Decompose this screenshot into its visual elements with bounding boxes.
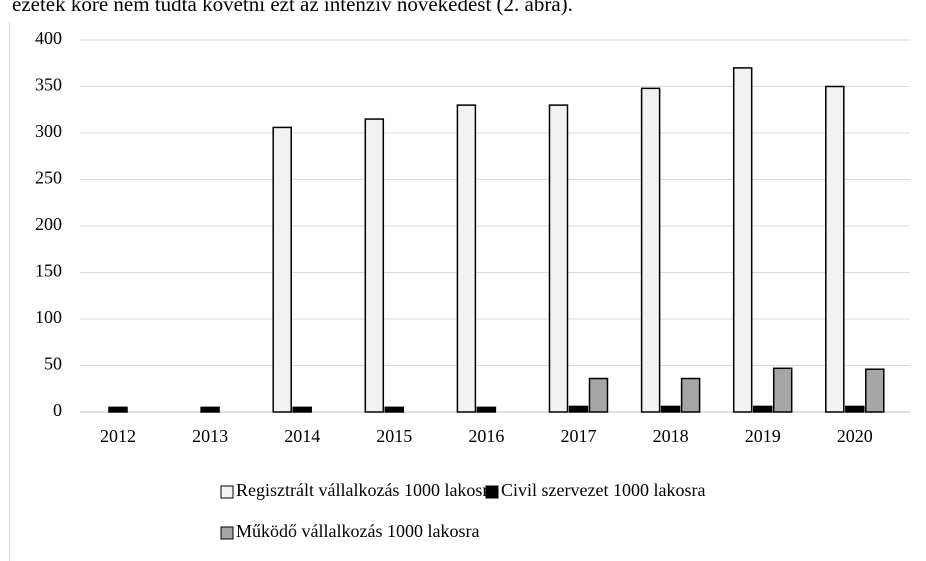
x-tick-label: 2019 (745, 426, 781, 446)
bar (548, 104, 569, 413)
legend-label: Működő vállalkozás 1000 lakosra (236, 521, 479, 541)
bar (660, 405, 681, 413)
bar (364, 118, 385, 413)
y-tick-label: 250 (35, 168, 62, 188)
x-tick-label: 2013 (192, 426, 228, 446)
y-tick-label: 0 (53, 400, 62, 420)
y-tick-label: 100 (35, 307, 62, 327)
y-tick-label: 350 (35, 75, 62, 95)
x-tick-label: 2014 (284, 426, 320, 446)
bar (680, 377, 701, 413)
x-tick-label: 2018 (653, 426, 689, 446)
bar (200, 406, 220, 413)
text-above: ezetek köre nem tudta követni ezt az int… (12, 0, 573, 16)
bar (640, 87, 661, 413)
bar (108, 406, 128, 413)
x-tick-label: 2015 (376, 426, 412, 446)
legend-label: Regisztrált vállalkozás 1000 lakosra (236, 480, 496, 500)
y-tick-label: 200 (35, 214, 62, 234)
bar (384, 406, 405, 413)
x-tick-label: 2016 (468, 426, 504, 446)
y-tick-label: 300 (35, 121, 62, 141)
bar (476, 406, 497, 413)
bar (568, 405, 589, 413)
x-tick-label: 2017 (561, 426, 597, 446)
bar (588, 377, 609, 413)
y-tick-label: 400 (35, 28, 62, 48)
legend-label: Civil szervezet 1000 lakosra (501, 480, 705, 500)
y-tick-label: 150 (35, 261, 62, 281)
bar (456, 104, 477, 413)
bar (272, 126, 292, 413)
bar (752, 405, 773, 413)
bar (865, 368, 885, 413)
bar (825, 85, 845, 413)
legend-swatch (220, 526, 234, 540)
bar (772, 367, 793, 413)
legend-swatch (485, 485, 499, 499)
y-tick-label: 50 (44, 354, 62, 374)
x-tick-label: 2020 (837, 426, 873, 446)
bar (292, 406, 312, 413)
legend-swatch (220, 485, 234, 499)
bar (845, 405, 865, 413)
x-tick-label: 2012 (100, 426, 136, 446)
bar (732, 67, 753, 413)
